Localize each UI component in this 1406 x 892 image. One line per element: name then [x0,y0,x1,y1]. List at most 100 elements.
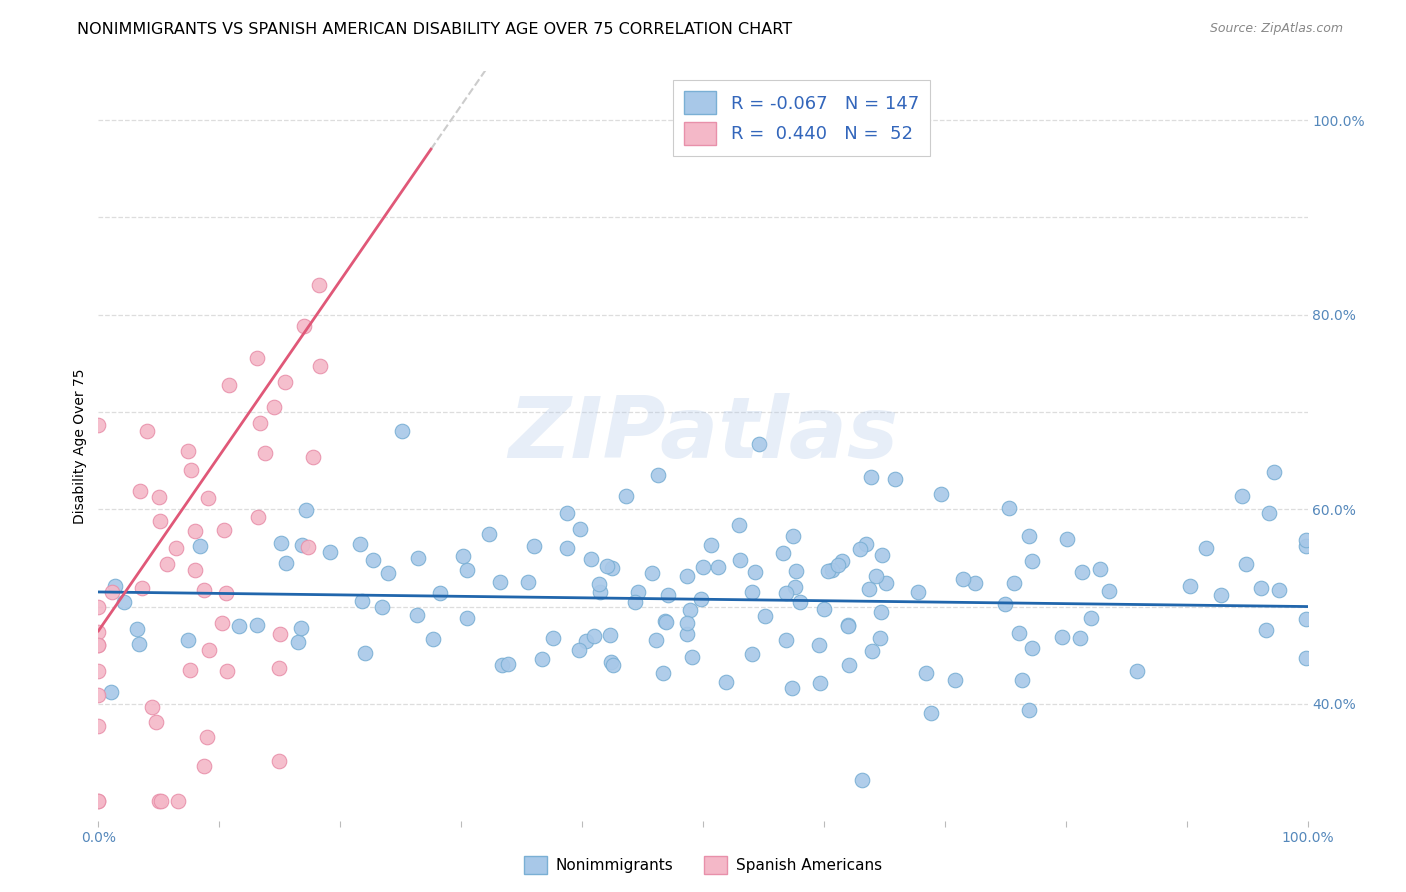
Point [1295,539,1317,553]
Point [1268,582,1291,597]
Point [837,618,859,632]
Point [377,566,399,581]
Point [920,706,942,720]
Point [246,351,269,366]
Point [263,401,285,415]
Point [1230,489,1253,503]
Point [1195,541,1218,556]
Point [184,563,207,577]
Point [645,633,668,648]
Point [422,632,444,647]
Point [309,359,332,373]
Point [429,585,451,599]
Point [1211,588,1233,602]
Point [1018,529,1040,543]
Point [849,542,872,557]
Point [579,552,602,566]
Point [270,536,292,550]
Point [294,503,316,517]
Point [869,632,891,646]
Text: NONIMMIGRANTS VS SPANISH AMERICAN DISABILITY AGE OVER 75 CORRELATION CHART: NONIMMIGRANTS VS SPANISH AMERICAN DISABI… [77,22,793,37]
Point [858,582,880,597]
Point [361,553,384,567]
Point [1011,673,1033,688]
Point [907,585,929,599]
Point [523,539,546,553]
Point [456,611,478,625]
Text: ZIPatlas: ZIPatlas [508,393,898,476]
Point [180,463,202,477]
Point [875,575,897,590]
Point [249,416,271,430]
Point [1071,565,1094,579]
Point [349,537,371,551]
Point [167,794,190,808]
Point [754,608,776,623]
Point [557,541,579,555]
Point [371,599,394,614]
Point [456,563,478,577]
Point [1125,665,1147,679]
Point [748,436,770,450]
Point [870,605,893,619]
Point [775,632,797,647]
Point [211,615,233,630]
Point [1250,582,1272,596]
Point [744,565,766,579]
Point [657,588,679,602]
Point [184,524,207,539]
Point [274,556,297,570]
Point [655,615,678,630]
Point [782,529,804,543]
Point [149,514,172,528]
Point [741,648,763,662]
Point [406,550,429,565]
Point [129,484,152,499]
Point [101,585,124,599]
Point [627,585,650,599]
Point [217,664,239,678]
Point [676,615,699,630]
Point [291,538,314,552]
Point [319,544,342,558]
Point [568,523,591,537]
Point [215,586,238,600]
Point [488,574,510,589]
Y-axis label: Disability Age Over 75: Disability Age Over 75 [73,368,87,524]
Point [453,549,475,563]
Point [517,575,540,590]
Point [647,468,669,483]
Point [555,506,578,520]
Point [141,700,163,714]
Point [350,593,373,607]
Point [87,625,110,640]
Point [100,685,122,699]
Point [1254,623,1277,637]
Point [87,794,110,808]
Point [193,582,215,597]
Point [681,649,703,664]
Point [269,661,291,675]
Point [820,564,842,578]
Point [602,658,624,673]
Point [884,472,907,486]
Point [575,633,598,648]
Point [165,541,187,555]
Point [228,619,250,633]
Point [780,681,803,695]
Point [827,558,849,572]
Point [87,599,110,614]
Point [1018,703,1040,717]
Point [837,618,859,632]
Point [838,658,860,673]
Point [491,657,513,672]
Point [1069,631,1091,645]
Point [197,491,219,506]
Point [588,576,610,591]
Point [131,581,153,595]
Point [870,549,893,563]
Point [600,561,623,575]
Point [1263,466,1285,480]
Point [998,500,1021,515]
Point [188,539,211,553]
